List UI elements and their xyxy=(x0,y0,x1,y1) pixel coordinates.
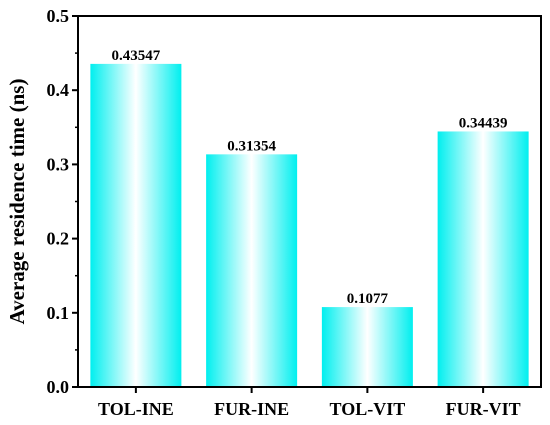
data-label-tol-vit: 0.1077 xyxy=(347,291,389,307)
bar-fur-ine xyxy=(206,154,298,387)
bar-fur-vit xyxy=(437,131,529,387)
y-axis-title: Average residence time (ns) xyxy=(5,79,29,325)
x-tick-label-tol-ine: TOL-INE xyxy=(98,399,174,419)
data-label-fur-vit: 0.34439 xyxy=(459,115,508,131)
y-tick-label: 0.1 xyxy=(47,303,70,323)
x-axis-ticks: TOL-INE FUR-INE TOL-VIT FUR-VIT xyxy=(98,387,521,419)
y-tick-label: 0.5 xyxy=(47,6,70,26)
bar-tol-vit xyxy=(321,307,413,387)
x-tick-label-fur-vit: FUR-VIT xyxy=(446,399,521,419)
y-axis-ticks: 0.0 0.1 0.2 0.3 0.4 0.5 xyxy=(47,6,78,397)
bars-group xyxy=(90,63,529,388)
y-tick-label: 0.4 xyxy=(47,80,70,100)
x-tick-label-fur-ine: FUR-INE xyxy=(214,399,289,419)
data-label-fur-ine: 0.31354 xyxy=(227,138,276,154)
x-tick-label-tol-vit: TOL-VIT xyxy=(330,399,406,419)
y-tick-label: 0.3 xyxy=(47,154,70,174)
data-labels-group: 0.43547 0.31354 0.1077 0.34439 xyxy=(112,48,508,307)
y-tick-label: 0.2 xyxy=(47,229,70,249)
data-label-tol-ine: 0.43547 xyxy=(112,48,161,64)
bar-tol-ine xyxy=(90,63,182,388)
y-tick-label: 0.0 xyxy=(47,377,70,397)
